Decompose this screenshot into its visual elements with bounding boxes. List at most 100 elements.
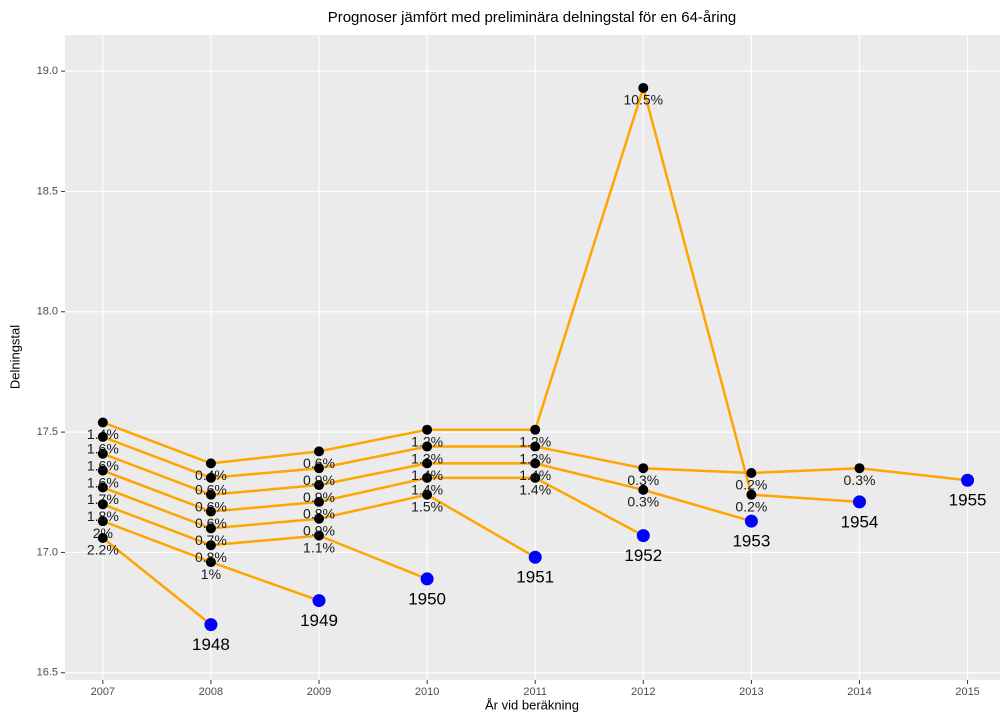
preliminary-point [852,495,866,509]
y-tick-label: 18.0 [37,306,58,318]
series-line [102,83,860,504]
preliminary-point [528,550,542,564]
data-label: 0.3% [627,472,659,488]
series-line [102,469,644,537]
cohort-label: 1951 [516,568,554,587]
forecast-point [97,482,108,493]
data-label: 1.7% [87,491,119,507]
forecast-point [97,465,108,476]
data-label: 1.4% [519,467,551,483]
forecast-point [205,506,216,517]
data-label: 0.6% [303,455,335,471]
forecast-point [314,513,325,524]
data-label: 0.8% [195,549,227,565]
forecast-point [638,463,649,474]
cohort-label: 1949 [300,611,338,630]
x-tick-label: 2010 [415,686,439,698]
x-tick-label: 2015 [955,686,979,698]
forecast-point [422,489,433,500]
forecast-point [314,480,325,491]
cohort-label: 1953 [732,532,770,551]
x-tick-label: 2011 [523,686,547,698]
preliminary-point [204,618,218,632]
cohort-label: 1950 [408,589,446,608]
forecast-point [422,472,433,483]
forecast-point [422,441,433,452]
data-label: 0.6% [195,498,227,514]
forecast-point [530,458,541,469]
chart-title: Prognoser jämfört med preliminära delnin… [328,9,737,26]
forecast-point [314,446,325,457]
data-label: 1.5% [411,498,443,514]
preliminary-point [312,594,326,608]
forecast-point [854,463,865,474]
y-tick-label: 16.5 [37,667,58,679]
cohort-label: 1954 [841,512,879,531]
forecast-point [205,472,216,483]
data-label: 0.9% [303,522,335,538]
cohort-label: 1955 [949,491,987,510]
data-label: 1% [201,566,221,582]
forecast-point [97,431,108,442]
forecast-point [746,489,757,500]
data-label: 1.8% [87,508,119,524]
forecast-point [97,448,108,459]
data-label: 0.8% [303,506,335,522]
forecast-point [314,530,325,541]
forecast-point [205,540,216,551]
x-tick-label: 2008 [199,686,223,698]
y-tick-label: 17.5 [37,426,58,438]
data-label: 1.1% [303,539,335,555]
data-label: 1.2% [411,433,443,449]
data-label: 1.4% [519,482,551,498]
forecast-point [97,499,108,510]
preliminary-point [961,473,975,487]
panel [65,35,1000,680]
forecast-point [314,463,325,474]
data-label: 1.4% [411,467,443,483]
forecast-point [530,441,541,452]
y-tick-label: 17.0 [37,546,58,558]
x-tick-label: 2009 [307,686,331,698]
forecast-point [422,458,433,469]
cohort-label: 1952 [624,546,662,565]
data-label: 1.4% [411,482,443,498]
forecast-point [97,516,108,527]
forecast-point [638,82,649,93]
forecast-point [205,458,216,469]
x-tick-label: 2014 [847,686,871,698]
data-label: 1.3% [519,450,551,466]
series-line [102,537,212,626]
y-tick-label: 19.0 [37,65,58,77]
y-axis-label: Delningstal [7,325,22,389]
y-tick-label: 18.5 [37,185,58,197]
data-label: 0.9% [303,489,335,505]
x-tick-label: 2012 [631,686,655,698]
data-label: 1.6% [87,474,119,490]
data-label: 0.6% [195,482,227,498]
data-label: 1.6% [87,457,119,473]
forecast-point [205,557,216,568]
forecast-point [638,484,649,495]
data-label: 10.5% [623,92,663,108]
data-label: 1.2% [519,433,551,449]
data-label: 0.3% [627,494,659,510]
forecast-point [97,533,108,544]
forecast-point [746,468,757,479]
preliminary-point [420,572,434,586]
forecast-point [205,489,216,500]
data-label: 1.6% [87,441,119,457]
data-label: 0.9% [303,472,335,488]
data-label: 0.2% [735,477,767,493]
data-label: 0.3% [844,472,876,488]
data-label: 2% [93,525,113,541]
series-line [102,503,428,581]
forecast-point [314,496,325,507]
forecast-point [205,523,216,534]
data-label: 2.2% [87,542,119,558]
data-label: 1.3% [411,450,443,466]
x-tick-label: 2007 [91,686,115,698]
preliminary-point [744,514,758,528]
